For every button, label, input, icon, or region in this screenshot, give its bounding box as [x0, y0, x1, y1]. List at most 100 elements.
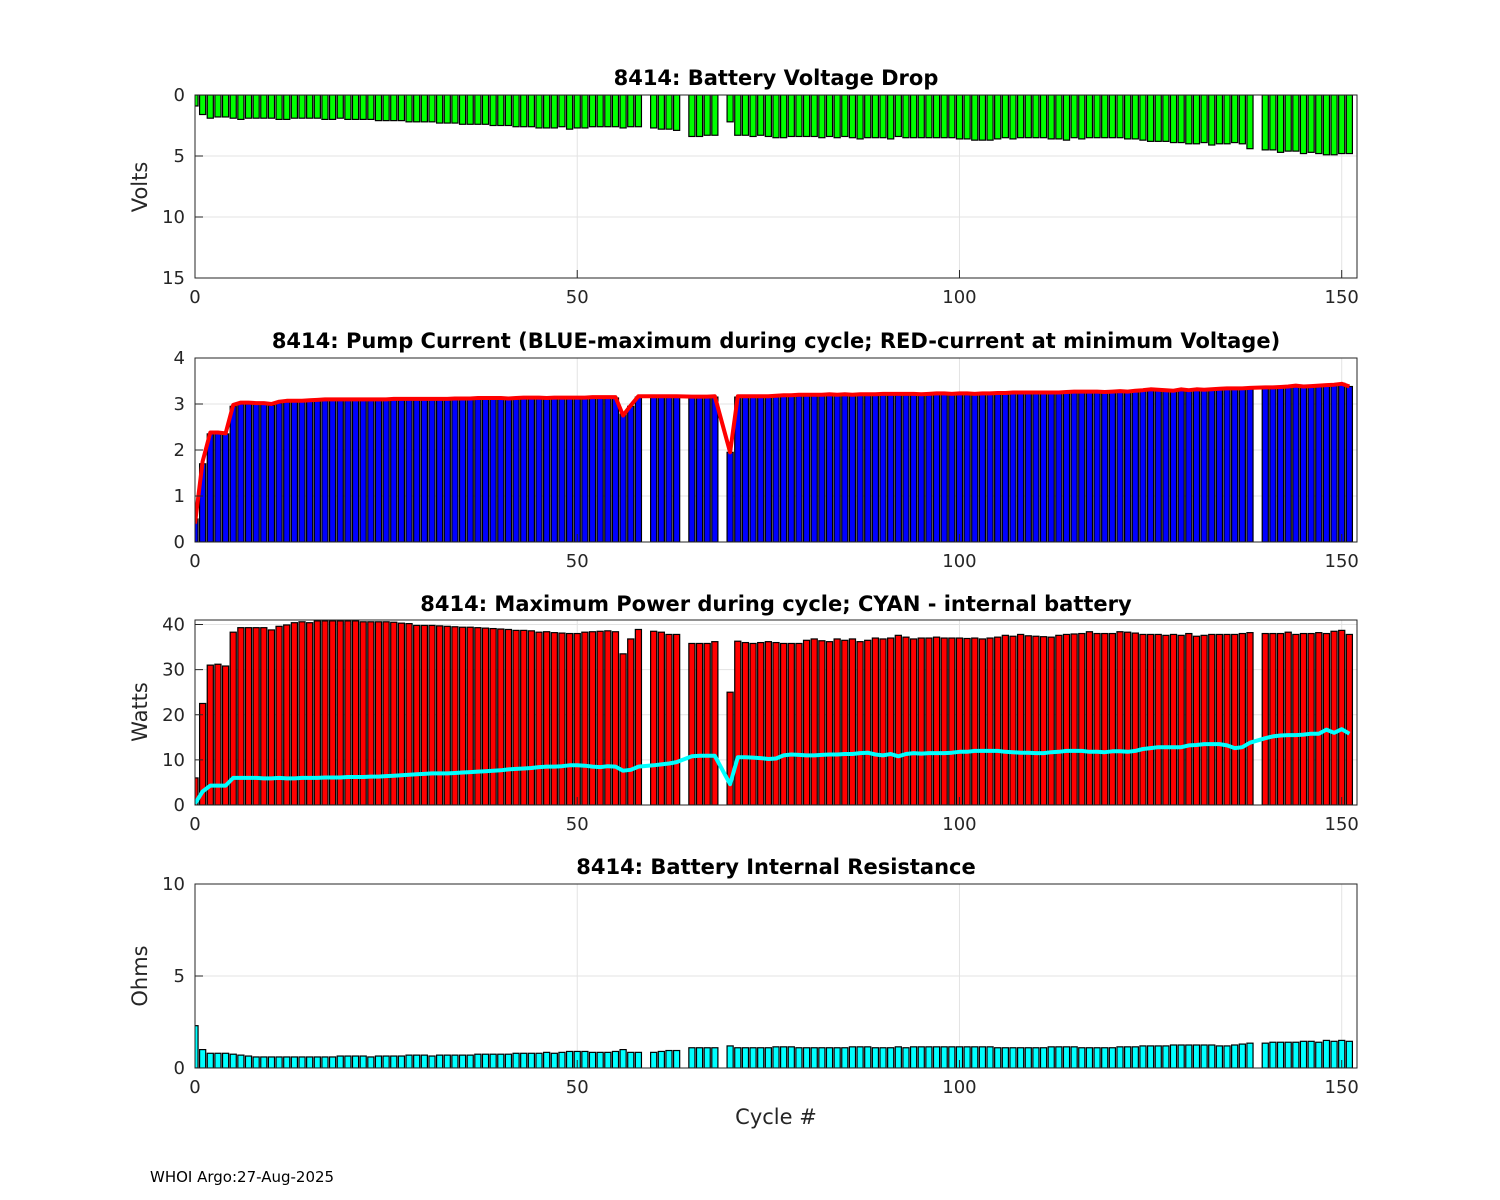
bar: [565, 1050, 574, 1068]
bar: [306, 95, 314, 119]
bar: [871, 394, 880, 542]
bar: [925, 95, 933, 139]
bar: [321, 620, 329, 805]
bar: [504, 95, 513, 127]
bar: [397, 1055, 406, 1068]
plot-area: [195, 1025, 1354, 1068]
bar: [1330, 630, 1338, 805]
bar: [1269, 1041, 1277, 1068]
bar: [1208, 633, 1216, 805]
bar: [627, 1051, 635, 1068]
bar: [1078, 632, 1086, 805]
bar: [772, 641, 780, 805]
bar: [336, 1055, 344, 1068]
bar: [1177, 95, 1185, 144]
bar: [994, 393, 1002, 542]
bar: [1292, 633, 1300, 805]
bar: [971, 394, 979, 542]
bar: [542, 631, 551, 805]
bar: [994, 636, 1002, 805]
bar: [1108, 391, 1117, 542]
bar: [894, 95, 902, 138]
bar: [435, 95, 444, 124]
bar: [1123, 95, 1132, 140]
bar: [703, 396, 711, 542]
bar: [695, 1047, 704, 1068]
bar: [1185, 390, 1193, 542]
x-tick-label: 150: [1325, 287, 1359, 308]
bar: [1322, 384, 1331, 542]
bar: [627, 638, 635, 805]
bar: [1223, 633, 1231, 805]
bar: [283, 1056, 291, 1068]
bar: [802, 395, 811, 542]
bar: [1315, 95, 1323, 155]
bar: [321, 399, 329, 542]
bar: [1070, 391, 1078, 542]
bar: [1131, 95, 1139, 140]
bar: [611, 397, 620, 542]
bar: [1078, 1047, 1086, 1068]
bar: [1123, 391, 1132, 542]
bar: [634, 396, 643, 542]
bar: [703, 95, 711, 136]
bar: [1208, 1044, 1216, 1068]
bar: [764, 396, 773, 542]
bar: [512, 398, 520, 542]
bar: [1047, 95, 1055, 140]
bar: [672, 1049, 681, 1068]
bar: [688, 396, 696, 542]
x-tick-label: 0: [189, 287, 200, 308]
bar: [1276, 1041, 1285, 1068]
bar: [298, 95, 306, 119]
bar: [397, 399, 406, 542]
bar: [1146, 1045, 1155, 1068]
bar: [887, 394, 895, 542]
bar: [1200, 634, 1208, 805]
bar: [290, 401, 299, 542]
y-tick-label: 3: [174, 394, 185, 415]
bar: [382, 1055, 390, 1068]
bar: [711, 396, 719, 542]
y-tick-label: 0: [174, 795, 185, 816]
bar: [1101, 392, 1109, 542]
bar: [848, 395, 857, 542]
bar: [206, 1052, 214, 1068]
bar: [1093, 391, 1101, 542]
bar: [833, 1047, 841, 1068]
bar: [749, 642, 757, 805]
bar: [1192, 95, 1201, 145]
bar: [734, 640, 742, 805]
internal-resistance-ylabel: Ohms: [128, 945, 152, 1006]
bar: [1185, 632, 1193, 805]
bar: [573, 95, 581, 129]
bar: [1246, 632, 1254, 805]
bar: [795, 395, 803, 542]
bar: [306, 1056, 314, 1068]
bar: [1146, 389, 1155, 542]
bar: [833, 395, 841, 542]
bar: [588, 631, 597, 805]
bar: [1039, 95, 1048, 139]
bar: [864, 639, 872, 805]
bar: [374, 95, 383, 122]
bar: [1085, 391, 1094, 542]
bar: [1284, 95, 1292, 152]
bar: [565, 397, 574, 542]
bar: [527, 95, 536, 128]
bar: [1261, 95, 1269, 151]
bar: [206, 433, 214, 542]
bar: [1116, 1046, 1124, 1068]
bar: [955, 637, 964, 805]
y-tick-label: 40: [162, 615, 185, 636]
bar: [948, 95, 956, 139]
bar: [1315, 632, 1323, 805]
bar: [474, 627, 482, 805]
bar: [955, 95, 964, 140]
bar: [604, 630, 612, 805]
bar: [428, 399, 436, 542]
bar: [825, 641, 834, 805]
bar: [382, 95, 390, 122]
x-tick-label: 50: [566, 814, 589, 835]
bar: [298, 621, 306, 805]
